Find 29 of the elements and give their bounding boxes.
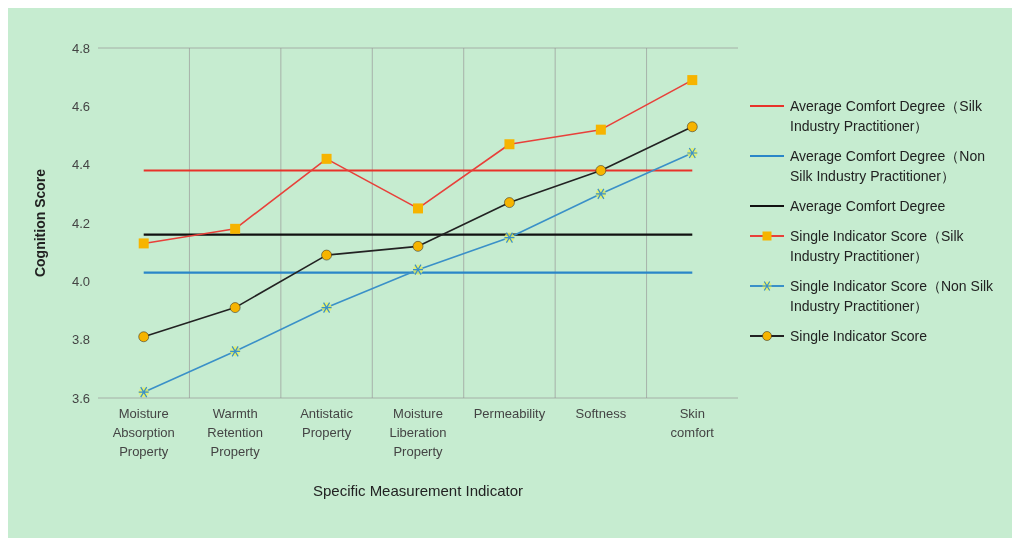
- legend-label: Average Comfort Degree（Silk Industry Practitioner）: [790, 97, 983, 136]
- legend-label: Single Indicator Score: [790, 327, 927, 346]
- y-tick-label: 4.8: [71, 40, 90, 56]
- y-tick-label: 3.8: [71, 332, 90, 348]
- point: [595, 165, 607, 176]
- y-tick-label: 4.4: [71, 157, 90, 173]
- x-tick-label: Permeability: [473, 406, 546, 421]
- y-tick-label: 4.0: [71, 273, 90, 289]
- y-tick-label: 4.6: [71, 98, 90, 114]
- point: [687, 121, 698, 132]
- point: [504, 197, 515, 208]
- y-tick-label: 3.6: [71, 390, 90, 406]
- point: [138, 331, 149, 342]
- y-axis-title: Cognition Score: [31, 168, 48, 278]
- legend-label: Single Indicator Score（Silk Industry Practitioner）: [790, 227, 965, 266]
- legend-label: Average Comfort Degree: [790, 197, 946, 216]
- x-axis-title: Specific Measurement Indicator: [312, 482, 524, 499]
- legend-label: Single Indicator Score（Non Silk Industry Practitioner）: [790, 277, 995, 316]
- point: [229, 302, 241, 313]
- x-tick-label: Antistatic Property: [300, 406, 354, 440]
- y-tick-label: 4.2: [71, 215, 90, 231]
- x-tick-label: Softness: [575, 406, 627, 421]
- x-tick-label: Moisture Liberation Property: [389, 406, 447, 459]
- x-tick-label: Skin comfort: [670, 406, 715, 440]
- x-tick-label: Warmth Retention Property: [207, 406, 263, 459]
- point: [412, 241, 424, 252]
- x-tick-label: Moisture Absorption Property: [112, 406, 175, 459]
- point: [321, 249, 332, 261]
- legend-label: Average Comfort Degree（Non Silk Industry Practitioner）: [790, 147, 987, 186]
